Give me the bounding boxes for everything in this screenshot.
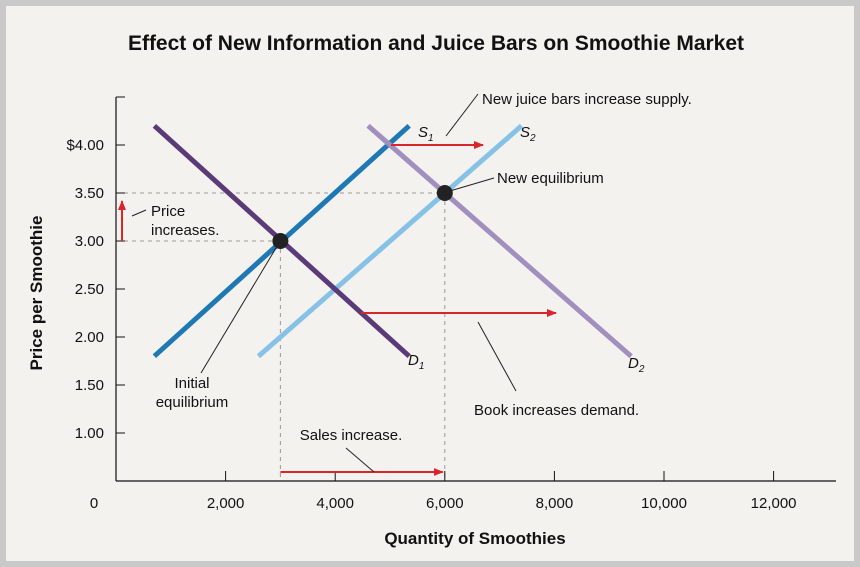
new-equilibrium-leader — [442, 177, 495, 194]
d2-label-subscript: 2 — [638, 364, 645, 375]
x-axis-label: Quantity of Smoothies — [384, 529, 565, 548]
sales-increase-leader — [345, 447, 375, 473]
demand-shift-leader — [477, 321, 517, 392]
x-tick-label: 10,000 — [641, 495, 687, 512]
y-tick-label: 1.50 — [75, 377, 104, 394]
y-tick-label: 3.00 — [75, 233, 104, 250]
d2-label: D2 — [628, 355, 645, 375]
demand-shift-label: Book increases demand. — [474, 402, 639, 419]
initial-equilibrium-leader — [200, 247, 277, 374]
price-increases-label-line1: Price — [151, 203, 185, 220]
s2-line — [256, 123, 524, 359]
y-axis-label: Price per Smoothie — [27, 216, 46, 371]
s2-label: S2 — [520, 124, 536, 144]
x-tick-label: 6,000 — [426, 495, 464, 512]
x-tick-label: 2,000 — [207, 495, 245, 512]
y-tick-label: 3.50 — [75, 185, 104, 202]
price-increase-leader — [131, 209, 147, 217]
x-tick-label: 8,000 — [536, 495, 574, 512]
new-equilibrium-label: New equilibrium — [497, 170, 604, 187]
initial-equilibrium-point — [272, 233, 289, 249]
new-equilibrium-point — [436, 185, 453, 201]
y-tick-label: $4.00 — [66, 137, 104, 154]
sales-increase-label: Sales increase. — [300, 427, 403, 444]
chart-title: Effect of New Information and Juice Bars… — [128, 32, 744, 55]
supply-shift-leader — [445, 93, 479, 137]
x-tick-label: 0 — [90, 495, 98, 512]
initial-equilibrium-label-line2: equilibrium — [156, 394, 229, 411]
price-increases-label-line2: increases. — [151, 222, 219, 239]
s1-label: S1 — [418, 124, 434, 144]
d2-line — [366, 123, 633, 359]
y-tick-label: 1.00 — [75, 425, 104, 442]
initial-equilibrium-label-line1: Initial — [174, 375, 209, 392]
supply-shift-label: New juice bars increase supply. — [482, 91, 692, 108]
y-tick-label: 2.00 — [75, 329, 104, 346]
x-tick-label: 4,000 — [316, 495, 354, 512]
d1-label-subscript: 1 — [419, 361, 425, 372]
s1-label-subscript: 1 — [428, 133, 434, 144]
y-tick-label: 2.50 — [75, 281, 104, 298]
x-tick-label: 12,000 — [751, 495, 797, 512]
chart-frame: Effect of New Information and Juice Bars… — [6, 6, 854, 561]
chart: Effect of New Information and Juice Bars… — [27, 32, 836, 548]
d1-label: D1 — [408, 352, 424, 372]
s2-label-subscript: 2 — [529, 133, 536, 144]
